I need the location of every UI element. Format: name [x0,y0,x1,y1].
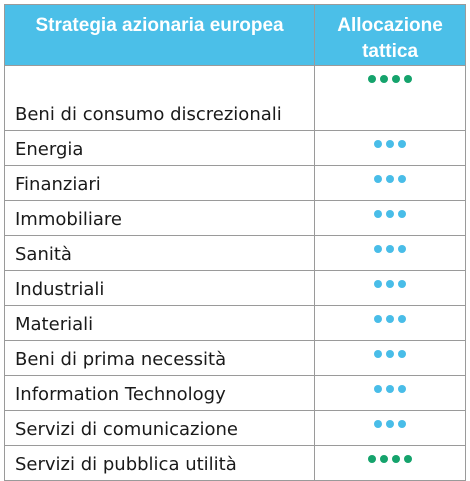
allocation-dot-icon [374,175,383,183]
table-row: Information Technology [3,375,466,411]
allocation-dots [368,75,413,83]
header-allocation: Allocazione tattica [314,4,466,66]
allocation-cell [314,375,466,411]
table-row: Energia [3,130,466,166]
allocation-dot-icon [380,75,389,83]
allocation-dot-icon [404,455,413,463]
allocation-dots [374,350,407,358]
table-row: Beni di consumo discrezionali [3,65,466,131]
allocation-dot-icon [398,210,407,218]
sector-cell: Servizi di comunicazione [3,410,316,446]
allocation-dot-icon [374,385,383,393]
allocation-dot-icon [392,75,401,83]
allocation-dots [374,140,407,148]
allocation-dot-icon [386,385,395,393]
table-body: Beni di consumo discrezionali Energia Fi… [3,65,466,481]
sector-cell: Industriali [3,270,316,306]
allocation-dot-icon [386,140,395,148]
allocation-dots [374,210,407,218]
allocation-dot-icon [398,175,407,183]
allocation-dot-icon [374,350,383,358]
allocation-dot-icon [374,420,383,428]
allocation-dots [374,385,407,393]
allocation-dot-icon [380,455,389,463]
sector-cell: Servizi di pubblica utilità [3,445,316,481]
sector-cell: Immobiliare [3,200,316,236]
table-row: Finanziari [3,165,466,201]
allocation-dot-icon [368,75,377,83]
allocation-dots [374,280,407,288]
allocation-dot-icon [386,315,395,323]
allocation-table: Strategia azionaria europea Allocazione … [3,4,466,481]
allocation-cell [314,165,466,201]
allocation-dot-icon [386,280,395,288]
allocation-cell [314,65,466,131]
allocation-dot-icon [386,245,395,253]
sector-cell: Materiali [3,305,316,341]
allocation-dot-icon [392,455,401,463]
sector-cell: Energia [3,130,316,166]
allocation-dot-icon [398,350,407,358]
allocation-dot-icon [386,350,395,358]
allocation-dot-icon [386,175,395,183]
allocation-dots [374,245,407,253]
table-row: Servizi di pubblica utilità [3,445,466,481]
allocation-dot-icon [404,75,413,83]
allocation-dot-icon [398,140,407,148]
allocation-cell [314,235,466,271]
allocation-dot-icon [398,245,407,253]
allocation-dot-icon [398,420,407,428]
allocation-dot-icon [374,315,383,323]
allocation-dot-icon [374,280,383,288]
sector-cell: Finanziari [3,165,316,201]
allocation-dot-icon [398,315,407,323]
allocation-dot-icon [374,210,383,218]
table-row: Sanità [3,235,466,271]
sector-cell: Information Technology [3,375,316,411]
sector-cell: Beni di consumo discrezionali [3,65,316,131]
allocation-dots [374,315,407,323]
allocation-cell [314,305,466,341]
allocation-dot-icon [398,385,407,393]
allocation-dots [368,455,413,463]
allocation-dots [374,175,407,183]
allocation-cell [314,410,466,446]
table-row: Beni di prima necessità [3,340,466,376]
allocation-cell [314,200,466,236]
header-sector: Strategia azionaria europea [3,4,316,66]
table-row: Servizi di comunicazione [3,410,466,446]
allocation-dot-icon [386,420,395,428]
table-header-row: Strategia azionaria europea Allocazione … [3,4,466,66]
allocation-dot-icon [386,210,395,218]
allocation-dot-icon [374,140,383,148]
allocation-dot-icon [374,245,383,253]
allocation-cell [314,445,466,481]
allocation-dot-icon [368,455,377,463]
allocation-cell [314,340,466,376]
table-row: Immobiliare [3,200,466,236]
allocation-cell [314,130,466,166]
sector-cell: Beni di prima necessità [3,340,316,376]
table-row: Industriali [3,270,466,306]
sector-cell: Sanità [3,235,316,271]
allocation-dot-icon [398,280,407,288]
table-row: Materiali [3,305,466,341]
allocation-cell [314,270,466,306]
allocation-dots [374,420,407,428]
